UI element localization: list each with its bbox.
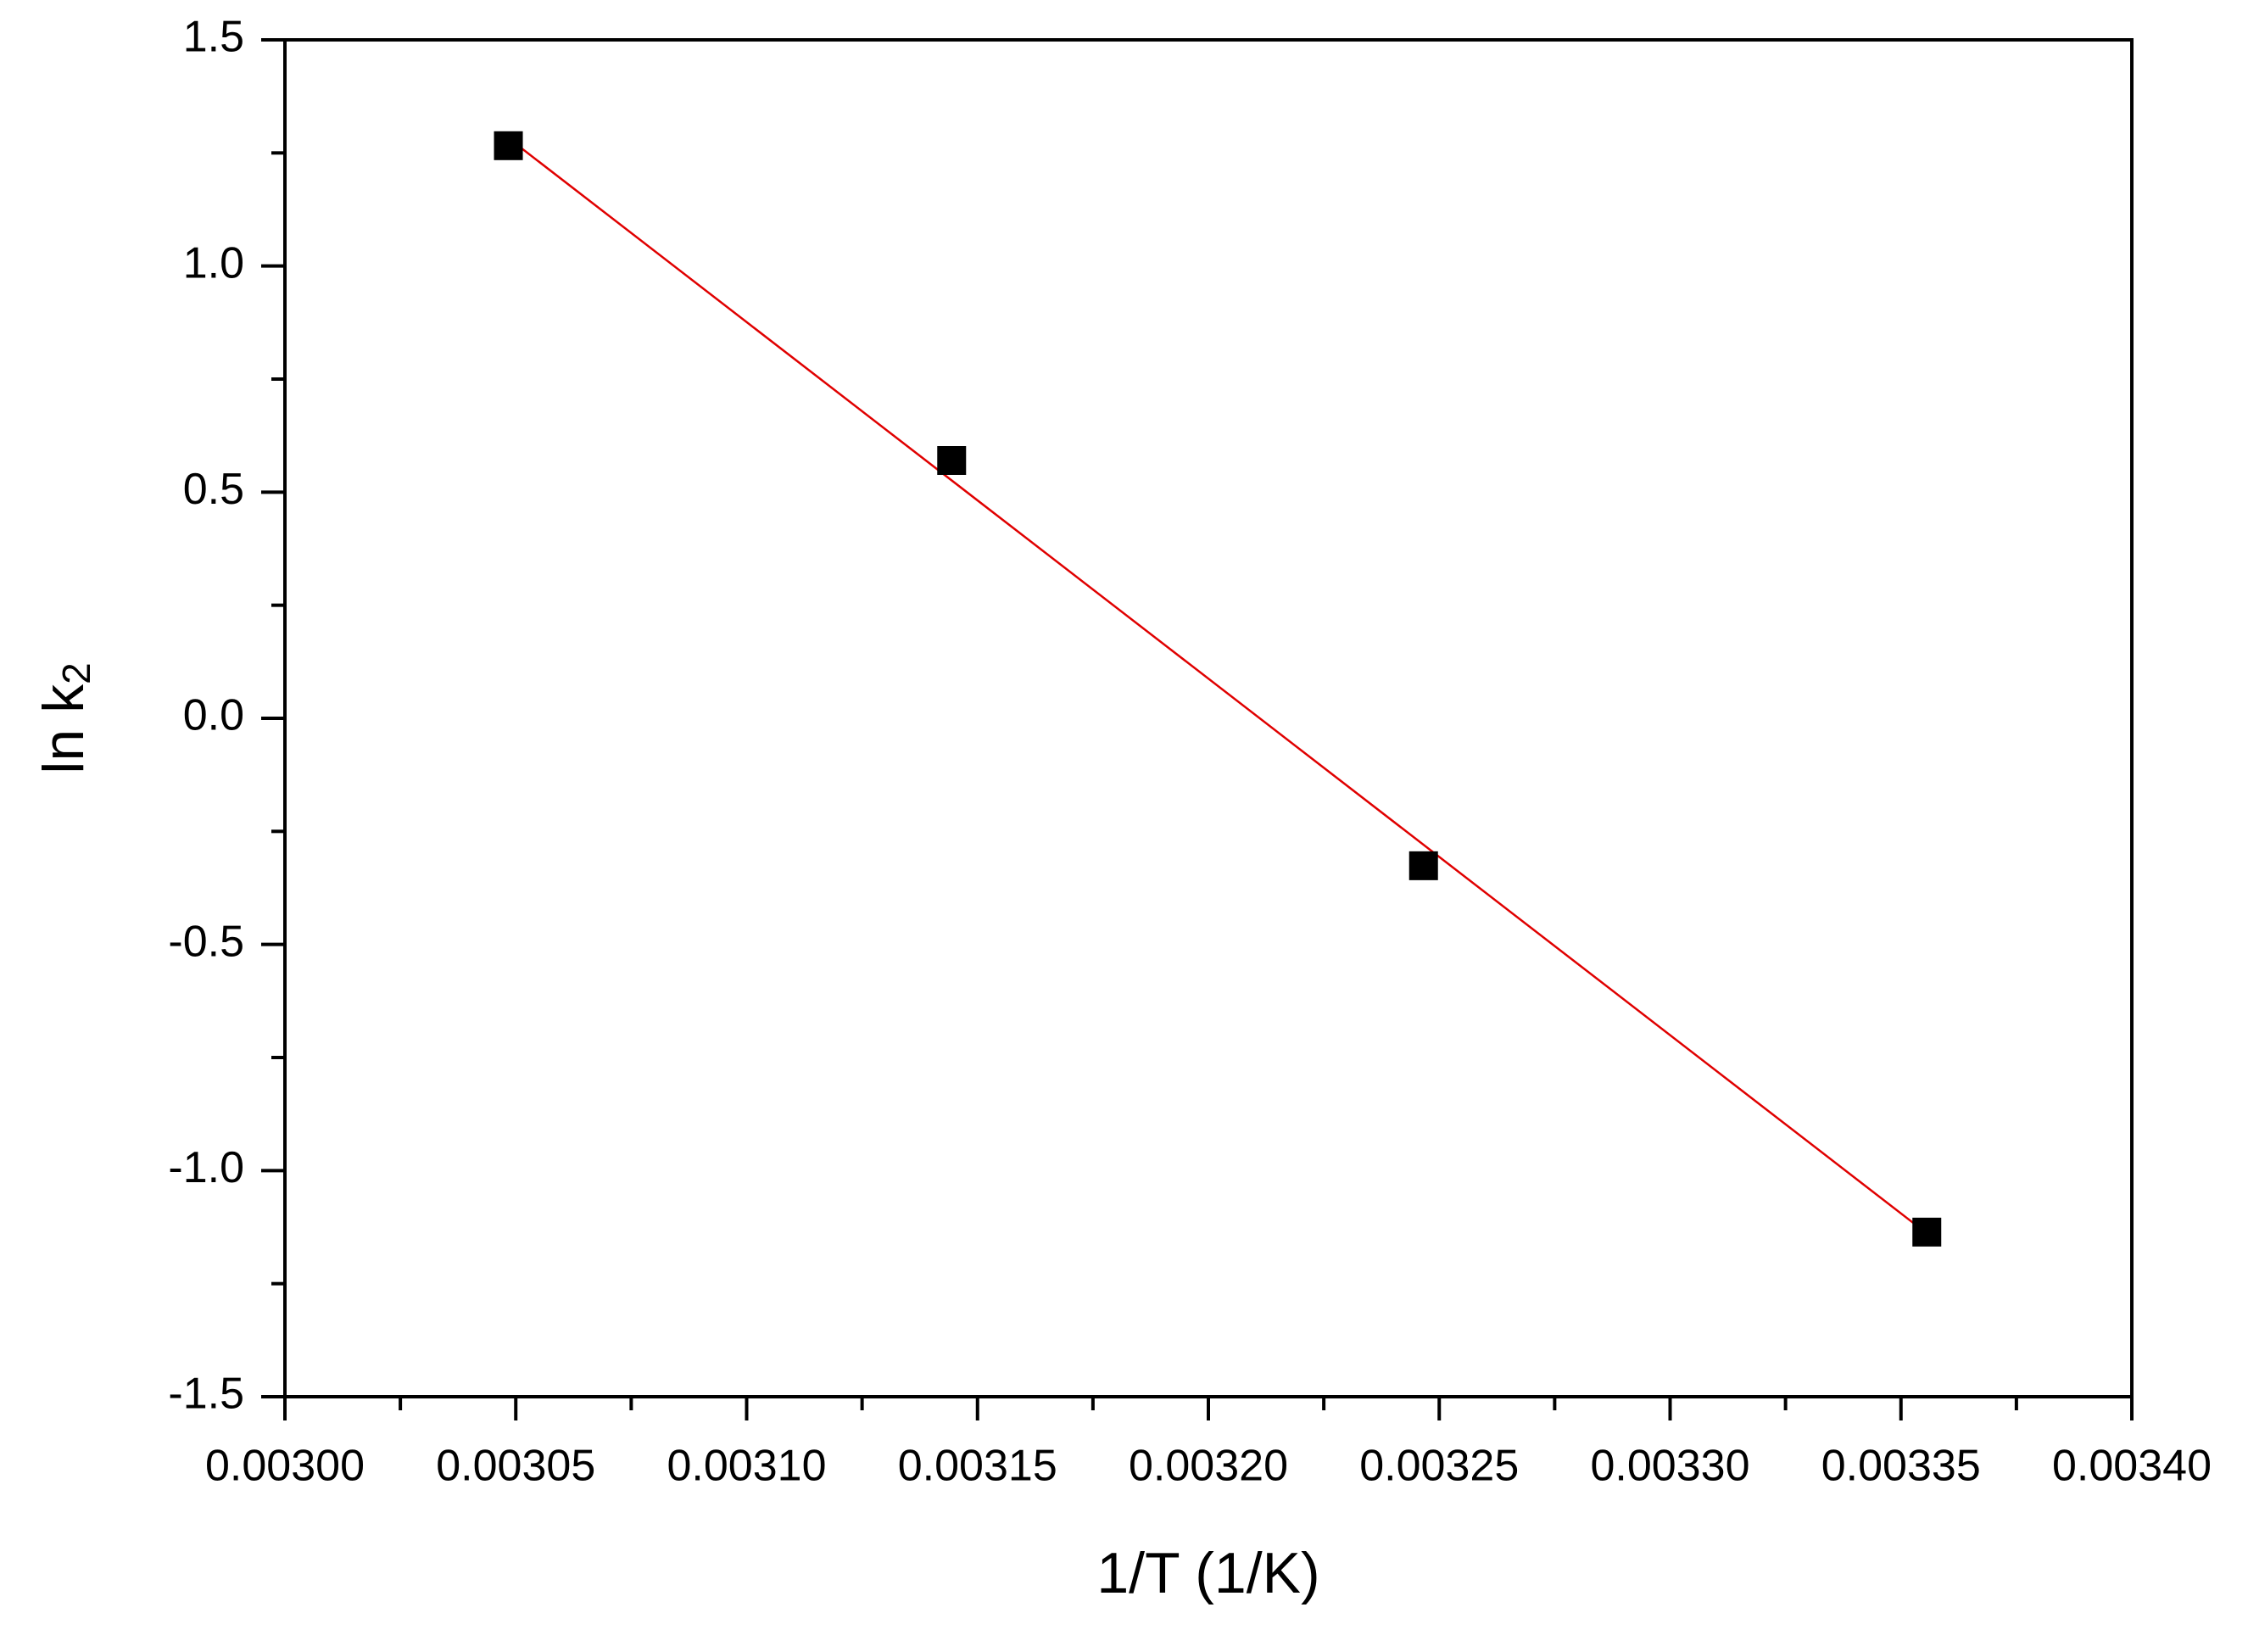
y-tick-label: -0.5 — [168, 917, 244, 966]
x-tick-label: 0.00300 — [205, 1442, 365, 1491]
x-tick-label: 0.00325 — [1359, 1442, 1519, 1491]
plot-frame — [283, 38, 2134, 1398]
y-tick-label: -1.0 — [168, 1143, 244, 1192]
y-tick-label: 1.0 — [183, 238, 244, 287]
y-axis-label: ln k2 — [31, 662, 98, 773]
data-point — [494, 131, 523, 160]
fit-line — [510, 139, 1930, 1236]
y-tick-label: -1.5 — [168, 1370, 244, 1419]
x-tick-label: 0.00305 — [436, 1442, 595, 1491]
y-label-main: ln k — [31, 684, 96, 774]
y-tick-label: 0.0 — [183, 691, 244, 740]
data-point — [1408, 851, 1438, 880]
data-point — [1912, 1217, 1942, 1247]
y-label-sub: 2 — [54, 662, 98, 684]
x-tick-label: 0.00340 — [2052, 1442, 2212, 1491]
x-tick-label: 0.00330 — [1591, 1442, 1750, 1491]
data-point — [937, 446, 967, 475]
x-tick-label: 0.00315 — [898, 1442, 1057, 1491]
x-tick-label: 0.00310 — [667, 1442, 827, 1491]
y-tick-label: 0.5 — [183, 465, 244, 514]
x-axis-label: 1/T (1/K) — [1096, 1541, 1319, 1605]
x-tick-label: 0.00335 — [1821, 1442, 1981, 1491]
y-tick-label: 1.5 — [183, 13, 244, 62]
x-tick-label: 0.00320 — [1129, 1442, 1288, 1491]
